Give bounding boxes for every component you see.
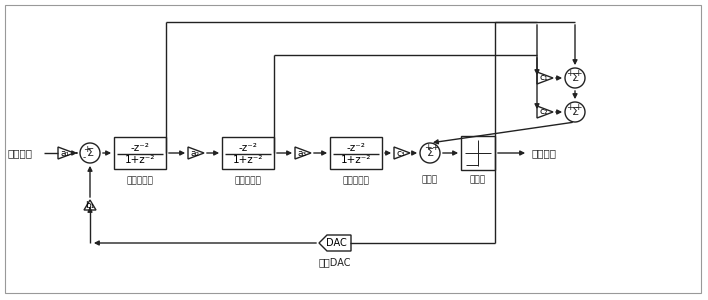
Text: -z⁻²: -z⁻² [239, 143, 258, 153]
Text: 输出信号: 输出信号 [532, 148, 557, 158]
Text: +: + [424, 143, 432, 152]
Text: c₂: c₂ [539, 107, 548, 116]
Text: 1+z⁻²: 1+z⁻² [233, 155, 263, 165]
Text: c₃: c₃ [396, 148, 405, 158]
Text: +: + [431, 143, 439, 152]
Text: 第二谐振器: 第二谐振器 [234, 176, 261, 185]
Text: -z⁻²: -z⁻² [130, 143, 149, 153]
Text: a₃: a₃ [297, 148, 307, 158]
Text: 1+z⁻²: 1+z⁻² [341, 155, 371, 165]
Text: +: + [84, 145, 91, 154]
Polygon shape [319, 235, 351, 251]
Text: Σ: Σ [426, 148, 433, 158]
Text: a₂: a₂ [190, 148, 200, 158]
Text: b₁: b₁ [85, 202, 95, 211]
Bar [222, 137, 274, 169]
Text: -z⁻²: -z⁻² [346, 143, 365, 153]
Text: Σ: Σ [86, 148, 93, 158]
Text: +: + [574, 103, 582, 112]
Text: +: + [574, 70, 582, 79]
Text: 输入信号: 输入信号 [8, 148, 33, 158]
Bar [330, 137, 382, 169]
Text: +: + [566, 70, 573, 79]
Bar [461, 136, 495, 170]
Text: 第一谐振器: 第一谐振器 [127, 176, 154, 185]
Text: 第三谐振器: 第三谐振器 [343, 176, 370, 185]
Text: DAC: DAC [326, 238, 346, 248]
Text: +: + [566, 103, 573, 112]
Text: a₁: a₁ [60, 148, 69, 158]
Text: -: - [82, 154, 86, 163]
Text: 1+z⁻²: 1+z⁻² [125, 155, 155, 165]
Text: Σ: Σ [571, 73, 578, 83]
Text: c₁: c₁ [539, 74, 548, 82]
Text: 加法器: 加法器 [422, 175, 438, 184]
Text: 反馈DAC: 反馈DAC [319, 257, 351, 267]
Bar [114, 137, 166, 169]
Text: 量化器: 量化器 [470, 175, 486, 184]
Text: Σ: Σ [571, 107, 578, 117]
